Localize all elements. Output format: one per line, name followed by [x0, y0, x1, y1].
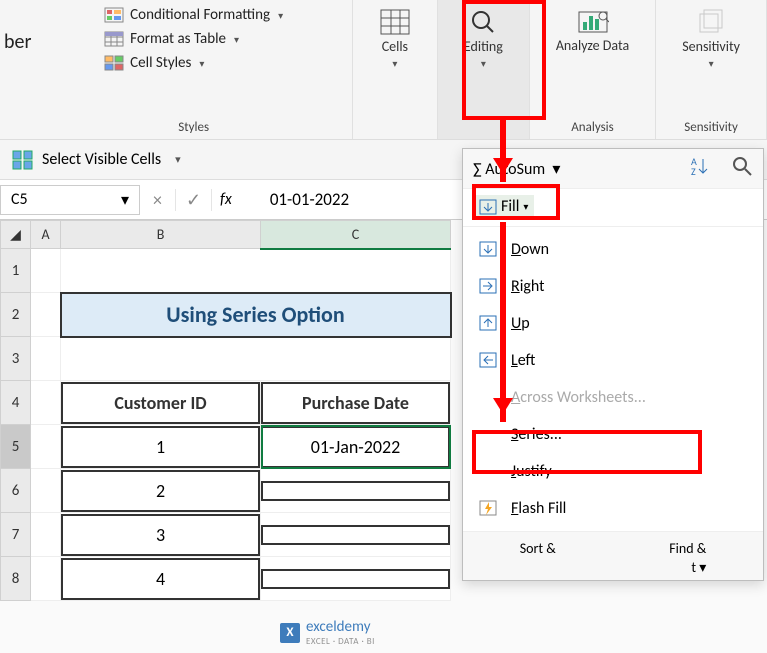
data-cell[interactable]: [262, 482, 449, 500]
row-header[interactable]: 5: [1, 425, 31, 469]
format-as-table-button[interactable]: Format as Table ▾: [100, 28, 287, 50]
sensitivity-group-label: Sensitivity: [684, 114, 738, 135]
header-purchase-date[interactable]: Purchase Date: [262, 383, 449, 423]
conditional-formatting-label: Conditional Formatting: [130, 6, 270, 24]
formula-input[interactable]: 01-01-2022: [240, 189, 349, 210]
chevron-down-icon[interactable]: ▾: [175, 153, 181, 166]
sort-filter-icon[interactable]: AZ: [691, 155, 713, 182]
editing-group: Editing ▾: [438, 0, 530, 139]
watermark: X exceldemy EXCEL · DATA · BI: [280, 618, 375, 647]
data-cell[interactable]: [262, 526, 449, 544]
analyze-data-button[interactable]: Analyze Data: [542, 4, 643, 57]
header-customer-id[interactable]: Customer ID: [62, 383, 259, 423]
select-visible-cells-icon: [12, 150, 34, 170]
data-cell[interactable]: 1: [62, 427, 259, 467]
chevron-down-icon: ▾: [121, 190, 129, 210]
data-cell[interactable]: 2: [62, 471, 259, 511]
watermark-tagline: EXCEL · DATA · BI: [306, 636, 375, 647]
watermark-icon: X: [280, 623, 300, 643]
number-group-fragment: ber: [0, 0, 35, 139]
fill-left-item[interactable]: Left: [463, 342, 763, 379]
data-cell[interactable]: [262, 570, 449, 588]
select-all-corner[interactable]: ◢: [1, 221, 31, 249]
row-header[interactable]: 3: [1, 337, 31, 381]
chevron-down-icon: ▾: [481, 57, 486, 70]
fill-label: Fill: [501, 197, 519, 216]
col-header-c[interactable]: C: [261, 221, 451, 249]
row-header[interactable]: 6: [1, 469, 31, 513]
name-box[interactable]: C5 ▾: [0, 185, 140, 215]
chevron-down-icon: ▾: [392, 57, 397, 70]
analysis-group: Analyze Data Analysis: [530, 0, 656, 139]
row-header[interactable]: 7: [1, 513, 31, 557]
select-visible-cells-button[interactable]: Select Visible Cells: [42, 150, 161, 169]
autosum-button[interactable]: ∑ AutoSum ▾: [473, 159, 560, 179]
cells-button[interactable]: Cells ▾: [365, 4, 425, 74]
fill-down-item[interactable]: Down: [463, 231, 763, 268]
selected-cell[interactable]: 01-Jan-2022: [262, 427, 449, 467]
cell-reference: C5: [11, 190, 28, 209]
watermark-brand: exceldemy: [306, 618, 370, 636]
row-header[interactable]: 1: [1, 249, 31, 293]
svg-text:Z: Z: [691, 165, 696, 177]
col-header-b[interactable]: B: [61, 221, 261, 249]
arrow-2: [500, 222, 506, 422]
format-as-table-label: Format as Table: [130, 30, 226, 48]
sensitivity-button: Sensitivity ▾: [668, 4, 754, 74]
sensitivity-group: Sensitivity ▾ Sensitivity: [656, 0, 767, 139]
conditional-formatting-button[interactable]: Conditional Formatting ▾: [100, 4, 287, 26]
chevron-down-icon: ▾: [199, 57, 204, 70]
cells-label: Cells: [382, 38, 408, 55]
row-header[interactable]: 8: [1, 557, 31, 601]
fill-up-item[interactable]: Up: [463, 305, 763, 342]
fill-justify-item[interactable]: Justify: [463, 453, 763, 490]
editing-button[interactable]: Editing ▾: [450, 4, 517, 74]
find-select-label[interactable]: Find &t ▾: [669, 540, 706, 576]
fill-submenu: Down Right Up Left Across Worksheets... …: [463, 227, 763, 531]
row-header[interactable]: 4: [1, 381, 31, 425]
data-cell[interactable]: 4: [62, 559, 259, 599]
enter-formula-icon[interactable]: ✓: [176, 189, 212, 211]
analysis-group-label: Analysis: [571, 114, 613, 135]
title-cell[interactable]: Using Series Option: [61, 293, 451, 337]
chevron-down-icon: ▾: [234, 33, 239, 46]
arrow-1: [500, 120, 506, 182]
data-cell[interactable]: 3: [62, 515, 259, 555]
chevron-down-icon: ▾: [278, 9, 283, 22]
fill-button[interactable]: Fill ▾: [473, 195, 534, 218]
sensitivity-label: Sensitivity: [682, 38, 740, 55]
styles-group: Conditional Formatting ▾ Format as Table ▾…: [35, 0, 352, 139]
cancel-formula-icon[interactable]: ×: [140, 189, 176, 211]
cell-styles-label: Cell Styles: [130, 54, 191, 72]
styles-group-label: Styles: [178, 114, 209, 135]
chevron-down-icon: ▾: [709, 57, 714, 70]
find-select-icon[interactable]: [731, 155, 753, 182]
editing-label: Editing: [464, 38, 503, 55]
flash-fill-item[interactable]: Flash Fill: [463, 490, 763, 527]
sort-filter-label[interactable]: Sort &: [520, 540, 556, 576]
fill-right-item[interactable]: Right: [463, 268, 763, 305]
analyze-data-label: Analyze Data: [556, 38, 629, 53]
col-header-a[interactable]: A: [31, 221, 61, 249]
cell-styles-button[interactable]: Cell Styles ▾: [100, 52, 287, 74]
fx-icon[interactable]: fx: [212, 190, 240, 209]
cells-group: Cells ▾: [353, 0, 438, 139]
editing-dropdown-panel: ∑ AutoSum ▾ AZ Fill ▾ Down Right Up Left…: [462, 148, 764, 581]
row-header[interactable]: 2: [1, 293, 31, 337]
ribbon: ber Conditional Formatting ▾ Format as Ta…: [0, 0, 767, 140]
